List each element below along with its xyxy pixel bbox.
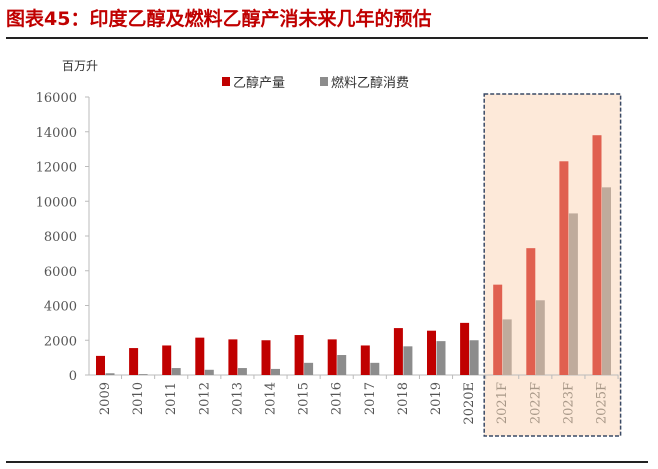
- x-tick-label: 2022F: [528, 382, 543, 424]
- x-tick-label: 2025F: [595, 382, 610, 424]
- bar-consumption-2018: [403, 346, 413, 375]
- bar-consumption-2017: [370, 362, 380, 375]
- y-tick-label: 10000: [36, 195, 77, 210]
- bar-production-2012: [195, 337, 205, 375]
- x-tick-label: 2011: [164, 382, 179, 415]
- x-tick-label: 2010: [131, 382, 146, 415]
- bar-production-2021F: [493, 284, 503, 375]
- bar-consumption-2013: [237, 368, 247, 375]
- bar-consumption-2014: [271, 368, 280, 375]
- bar-consumption-2021F: [502, 319, 512, 375]
- x-tick-label: 2023F: [561, 382, 576, 424]
- bottom-rule: [6, 461, 648, 463]
- bar-consumption-2023F: [568, 213, 578, 375]
- bar-consumption-2010: [138, 374, 148, 375]
- bar-consumption-2022F: [535, 300, 545, 375]
- bar-production-2011: [162, 345, 172, 375]
- y-axis-unit: 百万升: [62, 59, 98, 73]
- legend-label: 乙醇产量: [233, 75, 285, 91]
- bar-consumption-2019: [436, 341, 446, 375]
- x-tick-label: 2009: [98, 382, 113, 415]
- legend-label: 燃料乙醇消费: [331, 75, 409, 91]
- bar-consumption-2011: [171, 368, 181, 375]
- bar-production-2023F: [559, 161, 569, 375]
- x-tick-label: 2021F: [495, 382, 510, 424]
- bar-production-2015: [294, 335, 304, 375]
- bar-consumption-2025F: [602, 187, 611, 375]
- bar-production-2017: [360, 345, 370, 375]
- x-tick-label: 2016: [330, 382, 345, 415]
- y-tick-label: 4000: [44, 300, 77, 315]
- bar-production-2025F: [592, 135, 602, 375]
- bar-production-2020E: [460, 322, 470, 375]
- figure-title: 图表45：印度乙醇及燃料乙醇产消未来几年的预估: [6, 8, 432, 30]
- y-tick-label: 8000: [44, 230, 77, 245]
- bar-consumption-2016: [337, 355, 347, 375]
- x-tick-label: 2018: [396, 382, 411, 415]
- bar-consumption-2012: [204, 369, 214, 375]
- bar-production-2013: [228, 339, 238, 375]
- bar-consumption-2020E: [469, 340, 479, 375]
- x-tick-label: 2015: [297, 382, 312, 415]
- bar-production-2019: [427, 330, 436, 375]
- y-tick-label: 14000: [36, 126, 77, 141]
- y-tick-label: 0: [69, 369, 77, 384]
- bar-consumption-2009: [105, 373, 115, 375]
- x-tick-label: 2014: [264, 382, 279, 415]
- x-tick-label: 2019: [429, 382, 444, 415]
- bar-production-2014: [261, 340, 271, 375]
- bar-production-2009: [96, 355, 105, 375]
- y-tick-label: 12000: [36, 161, 77, 176]
- legend-swatch: [222, 77, 230, 86]
- y-tick-label: 6000: [44, 265, 77, 280]
- bar-production-2022F: [526, 248, 536, 375]
- bar-production-2010: [129, 348, 139, 375]
- bar-consumption-2015: [304, 362, 314, 375]
- title-rule: [6, 37, 648, 39]
- x-tick-label: 2013: [230, 382, 245, 415]
- x-tick-label: 2012: [197, 382, 212, 415]
- legend-swatch: [320, 77, 328, 86]
- y-tick-label: 16000: [36, 91, 77, 106]
- y-tick-label: 2000: [44, 334, 77, 349]
- bar-production-2016: [327, 339, 337, 375]
- x-tick-label: 2020E: [462, 382, 477, 425]
- bar-production-2018: [393, 328, 403, 375]
- x-tick-label: 2017: [363, 382, 378, 415]
